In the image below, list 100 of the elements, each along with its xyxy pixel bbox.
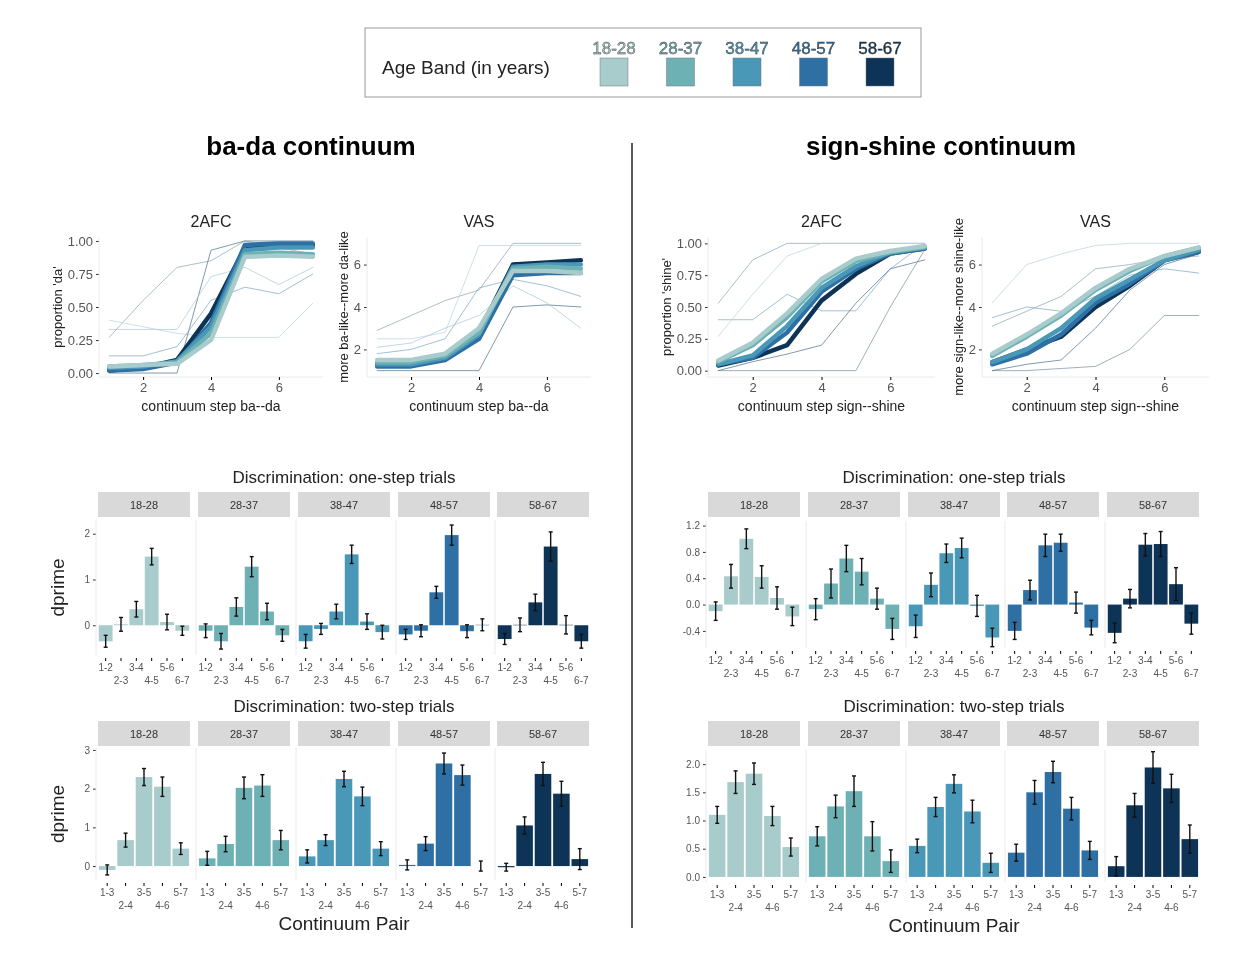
y-tick-label: 1.00 [676,236,702,252]
y-axis-title: dprime [47,784,68,844]
x-tick-label: 1-3 [199,887,215,899]
chart-title: 2AFC [801,213,842,230]
x-tick-label: 1-3 [1108,889,1124,901]
x-tick-label: 4-6 [554,900,570,911]
x-tick-label: 1-3 [809,889,825,901]
y-tick-label: 4 [968,299,976,315]
text: Discrimination: two-step trials [843,697,1065,716]
x-tick-label: 4-5 [144,675,160,686]
x-tick-label: 2-4 [1027,902,1043,913]
y-tick-label: 0.75 [676,267,702,283]
x-tick-label: 3-4 [528,662,543,674]
y-tick-label: 0.0 [686,599,701,611]
x-tick-label: 5-7 [883,889,899,901]
text: Discrimination: two-step trials [233,697,455,716]
x-tick-label: 5-7 [1082,889,1098,901]
x-tick-label: 5-6 [359,662,375,674]
y-axis-title: dprime [47,558,68,617]
x-tick-label: 3-5 [1145,889,1161,901]
x-tick-label: 3-4 [329,662,344,674]
x-tick-label: 6-7 [885,668,900,679]
x-tick-label: 5-6 [769,655,785,667]
y-tick-label: 0.5 [686,843,701,855]
x-tick-label: 1-3 [99,887,115,899]
x-tick-label: 5-7 [783,889,799,901]
x-tick-label: 4-5 [1153,668,1169,679]
x-tick-label: 2-4 [318,900,334,911]
chart-title: 28-37 [229,728,259,740]
x-tick-label: 4 [1092,380,1100,396]
text: Discrimination: one-step trials [232,468,456,487]
x-tick-label: 1-3 [909,889,925,901]
x-tick-label: 3-5 [336,887,352,899]
x-tick-label: 1-2 [198,662,214,674]
y-tick-label: 0.00 [67,365,93,381]
y-tick-label: 1 [84,822,91,834]
x-tick-label: 2-3 [823,668,839,679]
x-tick-label: 3-4 [1138,655,1153,667]
x-tick-label: 3-5 [236,887,252,899]
y-tick-label: 4 [353,299,361,315]
text: ba-da continuum [206,131,416,161]
chart-title: 58-67 [1138,499,1168,511]
x-tick-label: 4-5 [543,675,559,686]
x-tick-label: 6 [887,380,895,396]
y-tick-label: 1.0 [686,815,701,827]
x-tick-label: 1-2 [1107,655,1123,667]
x-axis-title: continuum step sign--shine [1011,398,1180,414]
y-tick-label: 0 [84,860,91,872]
y-tick-label: 6 [968,257,976,273]
x-tick-label: 5-7 [373,887,389,899]
x-tick-label: 4-5 [444,675,460,686]
x-tick-label: 2-4 [1127,902,1143,913]
chart-title: 58-67 [528,728,558,740]
x-tick-label: 6 [543,380,551,396]
x-axis-title: Continuum Pair [278,913,411,934]
y-tick-label: 2 [353,342,361,358]
x-tick-label: 1-2 [808,655,824,667]
x-tick-label: 5-6 [1068,655,1084,667]
x-tick-label: 5-7 [572,887,588,899]
x-tick-label: 2 [140,380,148,396]
y-tick-label: 0.25 [67,332,93,348]
x-tick-label: 4-6 [155,900,171,911]
x-tick-label: 3-5 [1045,889,1061,901]
x-tick-label: 6-7 [574,675,589,686]
chart-title: 18-28 [739,728,769,740]
chart-title: 28-37 [229,499,259,511]
x-tick-label: 6-7 [785,668,800,679]
x-tick-label: 3-4 [839,655,854,667]
x-tick-label: 4 [207,380,216,396]
x-tick-label: 5-6 [869,655,885,667]
x-tick-label: 6-7 [175,675,190,686]
x-tick-label: 3-4 [429,662,444,674]
y-tick-label: 2.0 [686,758,701,770]
x-tick-label: 1-2 [908,655,924,667]
x-tick-label: 6-7 [985,668,1000,679]
y-tick-label: 1.00 [67,233,93,249]
x-tick-label: 5-6 [1168,655,1184,667]
y-tick-label: 1.5 [686,787,701,799]
y-axis-title: more sign-like--more shine-like [950,218,966,396]
x-tick-label: 2-4 [118,900,134,911]
x-tick-label: 5-7 [983,889,999,901]
chart-title: 58-67 [1138,728,1168,740]
x-tick-label: 4-5 [344,675,360,686]
x-tick-label: 6-7 [1084,668,1099,679]
chart-title: 18-28 [129,728,159,740]
text: sign-shine continuum [805,131,1077,161]
y-tick-label: 2 [968,342,976,358]
x-tick-label: 1-3 [709,889,725,901]
x-tick-label: 4-6 [355,900,371,911]
x-tick-label: 2-4 [728,902,744,913]
x-tick-label: 6-7 [275,675,290,686]
y-tick-label: 0.4 [686,572,701,584]
x-tick-label: 2 [749,380,757,396]
x-tick-label: 4 [818,380,826,396]
x-tick-label: 2-3 [723,668,739,679]
x-tick-label: 3-5 [136,887,152,899]
x-tick-label: 3-4 [1038,655,1053,667]
chart-title: 58-67 [528,499,558,511]
x-tick-label: 6-7 [475,675,490,686]
x-tick-label: 4-5 [954,668,970,679]
